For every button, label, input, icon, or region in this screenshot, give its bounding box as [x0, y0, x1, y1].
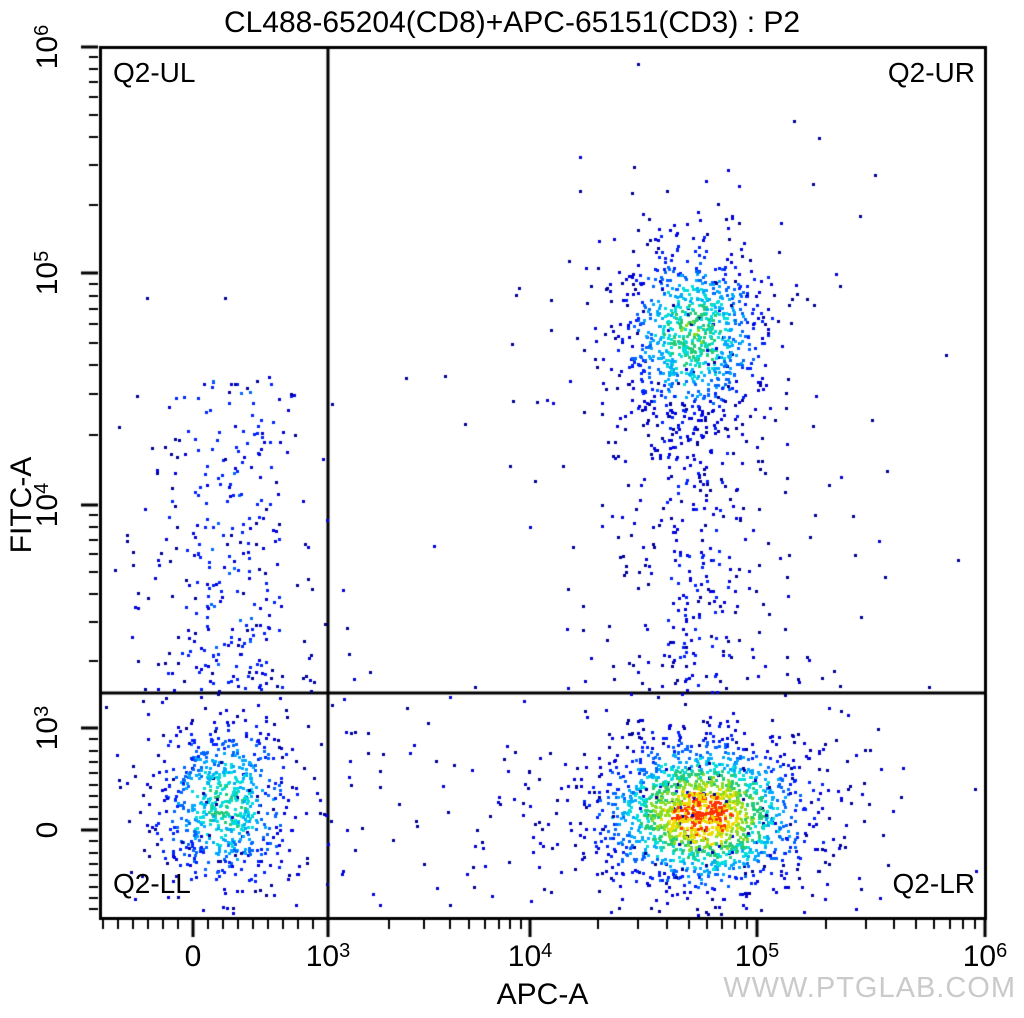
quadrant-label-q2-ll: Q2-LL [113, 868, 191, 899]
y-tick-label: 0 [31, 821, 64, 839]
x-axis-title: APC-A [496, 978, 589, 1011]
watermark: WWW.PTGLAB.COM [723, 972, 1016, 1004]
y-tick-label: 104 [31, 482, 64, 528]
quadrant-label-q2-ul: Q2-UL [113, 57, 196, 88]
quadrant-label-q2-lr: Q2-LR [892, 868, 975, 899]
x-tick-label: 104 [507, 940, 553, 973]
y-tick-label: 105 [31, 250, 64, 296]
x-tick-label: 106 [962, 940, 1008, 973]
chart-title: CL488-65204(CD8)+APC-65151(CD3) : P2 [223, 6, 801, 39]
x-tick-label: 0 [184, 940, 202, 973]
y-tick-label: 106 [31, 24, 64, 70]
x-tick-label: 105 [734, 940, 780, 973]
quadrant-label-q2-ur: Q2-UR [887, 57, 975, 88]
y-tick-label: 103 [31, 705, 64, 751]
x-tick-label: 103 [305, 940, 351, 973]
